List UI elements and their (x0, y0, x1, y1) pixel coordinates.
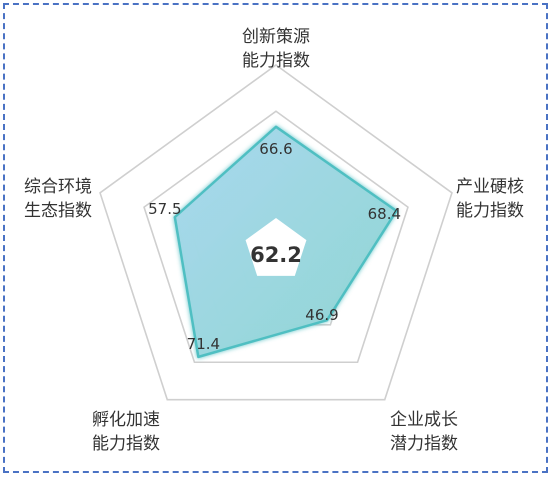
axis-label: 潜力指数 (390, 434, 458, 454)
center-value: 62.2 (250, 243, 302, 267)
center-pentagon (245, 218, 307, 276)
grid-ring (143, 110, 409, 364)
value-label: 66.6 (259, 140, 292, 158)
axis-label: 能力指数 (242, 51, 310, 71)
axis-label: 企业成长 (390, 410, 458, 430)
axis-label: 综合环境 (24, 177, 92, 197)
value-labels: 66.6 68.4 46.9 71.4 57.5 (148, 140, 401, 353)
value-label: 46.9 (305, 306, 338, 324)
axis-label: 能力指数 (456, 201, 524, 221)
value-label: 68.4 (368, 205, 401, 223)
center-badge: 62.2 (245, 218, 307, 276)
axis-label: 能力指数 (92, 434, 160, 454)
axis-label: 生态指数 (24, 201, 92, 221)
axis-label: 创新策源 (242, 27, 310, 47)
value-label: 71.4 (187, 335, 220, 353)
axis-label: 孵化加速 (92, 410, 160, 430)
axis-label: 产业硬核 (456, 177, 524, 197)
value-label: 57.5 (148, 200, 181, 218)
dashed-frame (3, 3, 548, 473)
grid-ring (99, 64, 453, 401)
